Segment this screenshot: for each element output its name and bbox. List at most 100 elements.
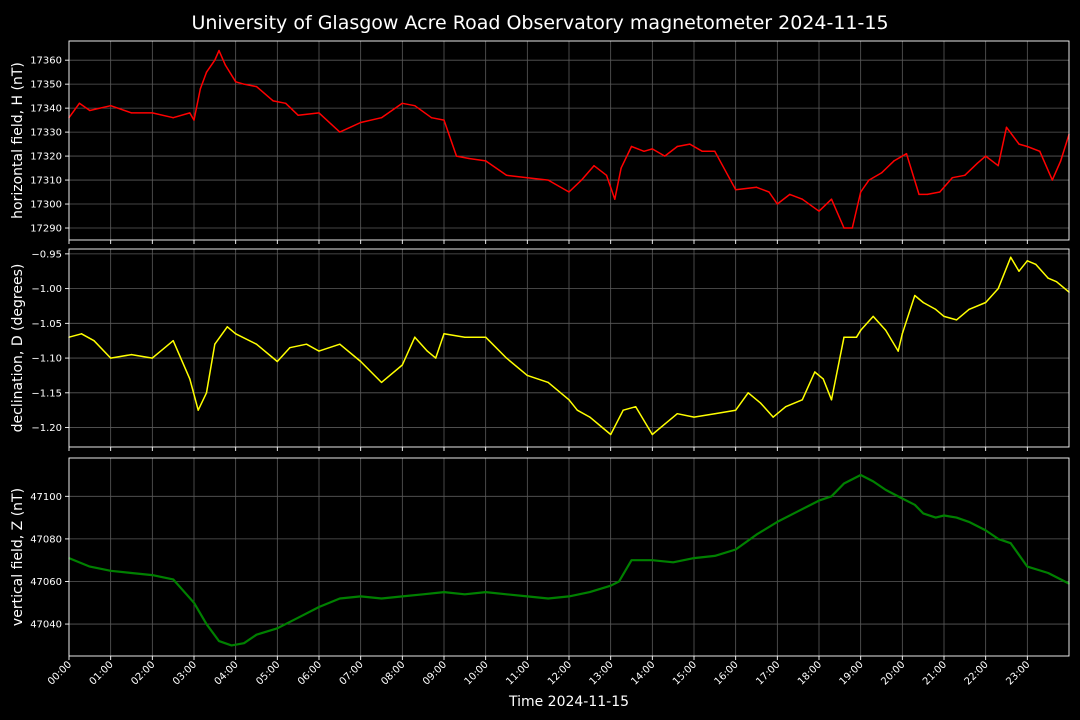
data-point (243, 642, 245, 644)
y-axis-label: horizontal field, H (nT) (10, 62, 26, 219)
y-tick-label: −0.95 (31, 249, 62, 260)
data-point (984, 155, 987, 157)
x-axis-label: Time 2024-11-15 (508, 694, 629, 710)
x-tick-label: 16:00 (713, 659, 741, 687)
x-tick-label: 19:00 (838, 659, 866, 687)
data-point (734, 188, 737, 191)
data-point (426, 350, 429, 352)
data-point (609, 433, 612, 436)
data-point (359, 121, 362, 124)
x-tick-label: 15:00 (671, 659, 699, 687)
data-point (843, 336, 845, 338)
data-point (109, 105, 112, 107)
data-point (614, 198, 616, 200)
data-point (859, 474, 862, 476)
data-point (193, 119, 195, 121)
y-tick-label: 47080 (30, 534, 62, 545)
y-tick-label: 17310 (30, 176, 62, 187)
y-axis-label: vertical field, Z (nT) (10, 488, 26, 626)
data-point (801, 198, 804, 200)
data-point (1026, 145, 1029, 148)
data-point (818, 499, 820, 502)
data-point (305, 343, 308, 345)
data-point (359, 595, 362, 598)
data-point (776, 203, 779, 205)
data-point (601, 426, 604, 429)
chart-title: University of Glasgow Acre Road Observat… (191, 12, 888, 34)
data-point (693, 416, 695, 418)
data-point (339, 131, 341, 133)
data-point (905, 152, 908, 155)
data-point (609, 585, 612, 587)
x-tick-label: 04:00 (213, 659, 241, 687)
data-point (484, 160, 487, 162)
data-point (218, 640, 220, 642)
y-axis-label: declination, D (degrees) (10, 264, 26, 433)
x-tick-label: 18:00 (796, 659, 824, 687)
y-tick-label: 47100 (30, 492, 62, 503)
data-point (297, 616, 299, 619)
data-point (734, 409, 737, 411)
data-point (151, 357, 154, 359)
data-point (1055, 280, 1058, 283)
x-tick-label: 11:00 (504, 659, 532, 687)
data-point (1018, 270, 1020, 272)
data-point (272, 100, 274, 102)
data-point (714, 555, 716, 557)
data-point (851, 227, 854, 229)
data-point (589, 591, 591, 593)
data-point (401, 595, 404, 598)
data-point (934, 308, 937, 311)
y-tick-label: 17350 (30, 80, 62, 91)
data-point (651, 148, 654, 150)
data-point (651, 433, 654, 436)
data-point (464, 593, 466, 595)
y-tick-label: 17360 (30, 56, 62, 67)
data-point (818, 210, 820, 212)
data-point (234, 81, 237, 83)
data-point (568, 399, 570, 401)
data-point (984, 529, 987, 532)
data-point (605, 174, 608, 176)
x-tick-label: 01:00 (88, 659, 116, 687)
series-line (68, 256, 1070, 436)
series-line (68, 473, 1070, 647)
data-point (955, 319, 958, 321)
data-point (547, 597, 549, 600)
data-point (901, 497, 904, 500)
data-point (255, 85, 258, 88)
data-point (630, 559, 633, 561)
x-tick-label: 10:00 (463, 659, 491, 687)
data-point (880, 172, 883, 174)
data-point (1026, 260, 1029, 262)
data-point (797, 510, 799, 512)
data-point (759, 402, 762, 404)
data-point (734, 548, 737, 551)
data-point (130, 112, 133, 114)
data-point (89, 109, 91, 112)
data-point (1026, 565, 1029, 568)
y-tick-label: 47040 (30, 620, 62, 631)
data-point (951, 176, 954, 179)
data-point (872, 480, 874, 483)
data-point (1051, 179, 1054, 181)
data-point (130, 353, 133, 356)
x-tick-label: 20:00 (879, 659, 907, 687)
data-point (620, 167, 622, 169)
data-point (547, 381, 549, 384)
data-point (901, 333, 904, 335)
data-point (672, 561, 674, 564)
data-point (414, 336, 416, 338)
data-point (589, 416, 591, 418)
x-tick-label: 17:00 (754, 659, 782, 687)
data-point (997, 164, 999, 167)
x-tick-label: 08:00 (379, 659, 407, 687)
data-point (109, 357, 112, 359)
data-point (1005, 126, 1008, 129)
data-point (964, 174, 966, 176)
data-point (1018, 143, 1020, 145)
data-point (318, 606, 320, 608)
data-point (914, 294, 916, 297)
